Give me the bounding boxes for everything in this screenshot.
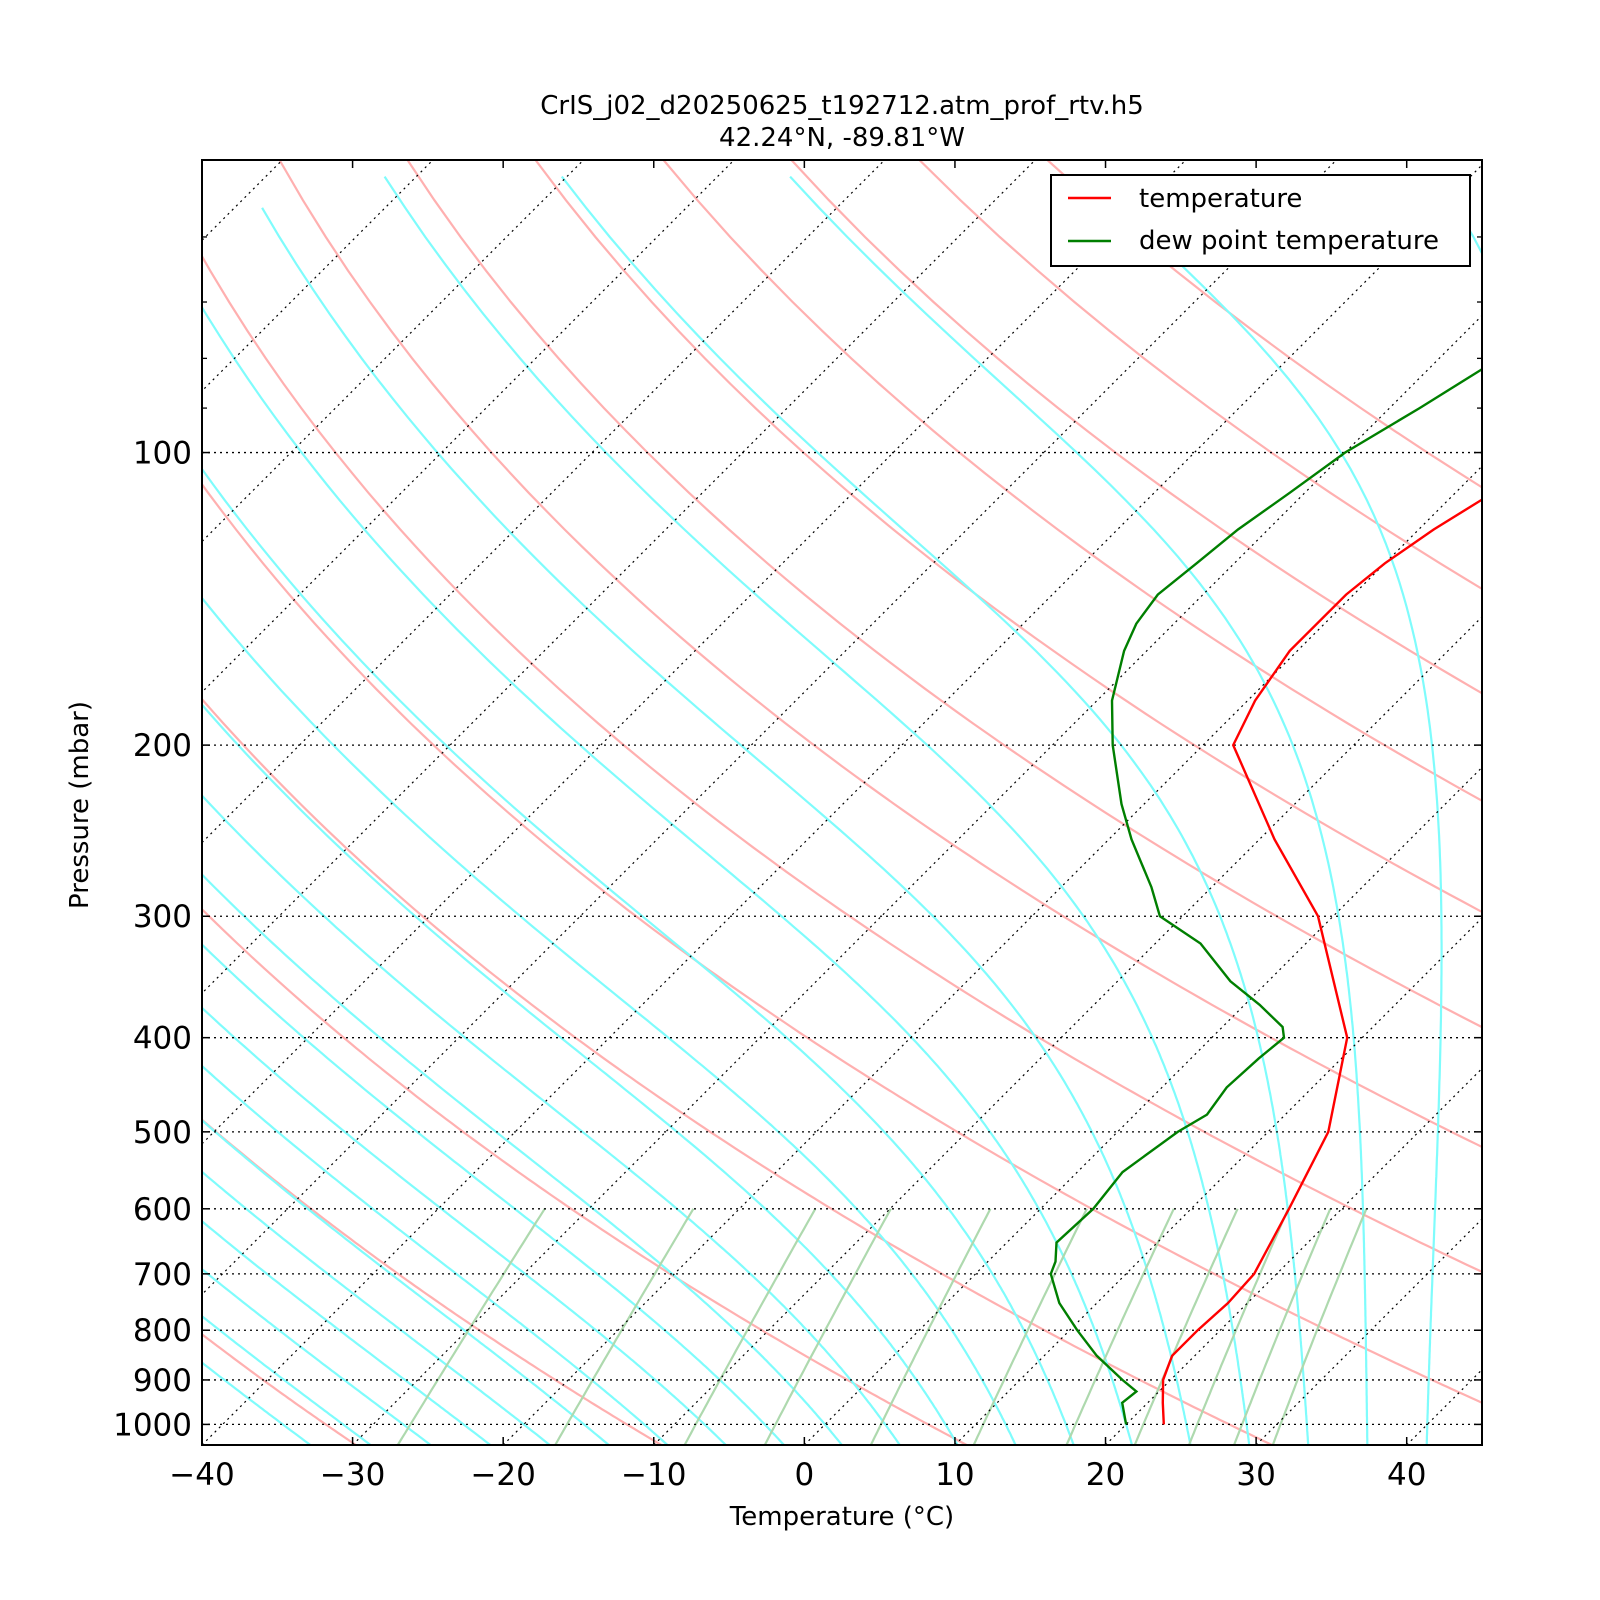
moist-adiabat [202, 1219, 492, 1445]
dry-adiabat [1046, 160, 1482, 489]
legend-label-dewpoint: dew point temperature [1139, 226, 1439, 256]
dry-adiabat [918, 160, 1482, 591]
isotherm-gridline [352, 314, 1482, 1445]
y-tick-label: 200 [133, 728, 192, 764]
y-tick-label: 600 [133, 1192, 192, 1228]
legend-box [1050, 174, 1471, 267]
dry-adiabat [278, 160, 1482, 1149]
isotherm-gridline [954, 917, 1482, 1445]
mixing-ratio-line [1271, 1208, 1368, 1445]
moist-adiabat [202, 1118, 610, 1445]
isotherm-gridline [1105, 1067, 1482, 1445]
dry-adiabat [790, 160, 1482, 695]
moist-adiabat [202, 873, 843, 1445]
dry-adiabat [202, 907, 968, 1445]
y-axis: 100 200 300 400 500 600 700 800 900 1000 [113, 159, 1482, 1443]
mixing-ratio-line [1187, 1208, 1290, 1445]
chart-subtitle: 42.24°N, -89.81°W [719, 123, 965, 153]
mixing-ratio-line [1233, 1208, 1332, 1445]
mixing-ratio-line [1065, 1208, 1175, 1445]
mixing-ratio-line [1133, 1208, 1239, 1445]
x-tick-label: −20 [470, 1457, 535, 1493]
moist-adiabat [261, 207, 1192, 1445]
dry-adiabat [202, 482, 1482, 1405]
isotherm-gridline [803, 766, 1482, 1445]
moist-adiabat [202, 305, 1134, 1445]
background-lines [202, 160, 1600, 1445]
isotherm-gridline [202, 160, 886, 844]
x-tick-label: 30 [1236, 1457, 1275, 1493]
moist-adiabat [202, 1170, 551, 1445]
dry-adiabat [406, 160, 1482, 1029]
moist-adiabat [1433, 175, 1482, 256]
isotherm-gridline [1406, 1368, 1482, 1445]
y-tick-label: 1000 [113, 1407, 192, 1443]
isotherm-gridline [1255, 1218, 1482, 1445]
temperature-line [1161, 498, 1482, 1425]
moist-adiabat [202, 1006, 727, 1445]
y-tick-label: 100 [133, 436, 192, 472]
y-tick-label: 700 [133, 1257, 192, 1293]
mixing-ratio-line [554, 1208, 695, 1445]
y-tick-label: 300 [133, 899, 192, 935]
x-tick-label: 40 [1387, 1457, 1426, 1493]
x-tick-label: −40 [169, 1457, 234, 1493]
chart-title: CrIS_j02_d20250625_t192712.atm_prof_rtv.… [540, 91, 1144, 121]
y-tick-label: 400 [133, 1021, 192, 1057]
x-axis: −40 −30 −20 −10 0 10 20 30 40 [169, 160, 1426, 1493]
moist-adiabat [202, 1064, 669, 1445]
mixing-ratio-line [396, 1208, 546, 1445]
moist-adiabat [202, 596, 1017, 1445]
dry-adiabat [202, 254, 1482, 1274]
moist-adiabat [202, 1361, 312, 1445]
mixing-ratio-line [869, 1208, 992, 1445]
x-axis-label: Temperature (°C) [729, 1502, 954, 1532]
legend-label-temperature: temperature [1139, 184, 1302, 214]
x-tick-label: 0 [794, 1457, 814, 1493]
dry-adiabat [202, 1118, 662, 1445]
dry-adiabat [202, 697, 1273, 1445]
moist-adiabat [202, 703, 959, 1445]
y-axis-label: Pressure (mbar) [65, 701, 95, 909]
x-tick-label: 10 [935, 1457, 974, 1493]
moist-adiabat [560, 175, 1310, 1445]
moist-adiabat [202, 1314, 372, 1445]
mixing-ratio-line [972, 1208, 1088, 1445]
isotherm-gridline [202, 160, 1187, 1145]
moist-adiabat [202, 943, 785, 1445]
moist-adiabat [202, 467, 1075, 1445]
mixing-ratio-line [683, 1208, 817, 1445]
y-tick-label: 800 [133, 1313, 192, 1349]
isotherm-gridline [653, 615, 1482, 1445]
y-tick-label: 500 [133, 1115, 192, 1151]
y-tick-label: 900 [133, 1363, 192, 1399]
x-tick-label: 20 [1086, 1457, 1125, 1493]
x-tick-label: −30 [320, 1457, 385, 1493]
x-tick-label: −10 [621, 1457, 686, 1493]
moist-adiabat [1087, 175, 1443, 1445]
moist-adiabat [202, 793, 901, 1445]
legend: temperature dew point temperature [1050, 174, 1471, 267]
moist-adiabat [789, 175, 1369, 1445]
dewpoint-line [1049, 367, 1482, 1425]
dry-adiabat [202, 1332, 357, 1445]
plot-frame [201, 159, 1483, 1446]
mixing-ratio-line [763, 1208, 892, 1445]
data-lines [1049, 367, 1482, 1425]
moist-adiabat [383, 175, 1251, 1445]
isotherm-gridline [1557, 160, 1600, 1445]
moist-adiabat [202, 1267, 432, 1445]
dry-adiabat [662, 160, 1482, 803]
